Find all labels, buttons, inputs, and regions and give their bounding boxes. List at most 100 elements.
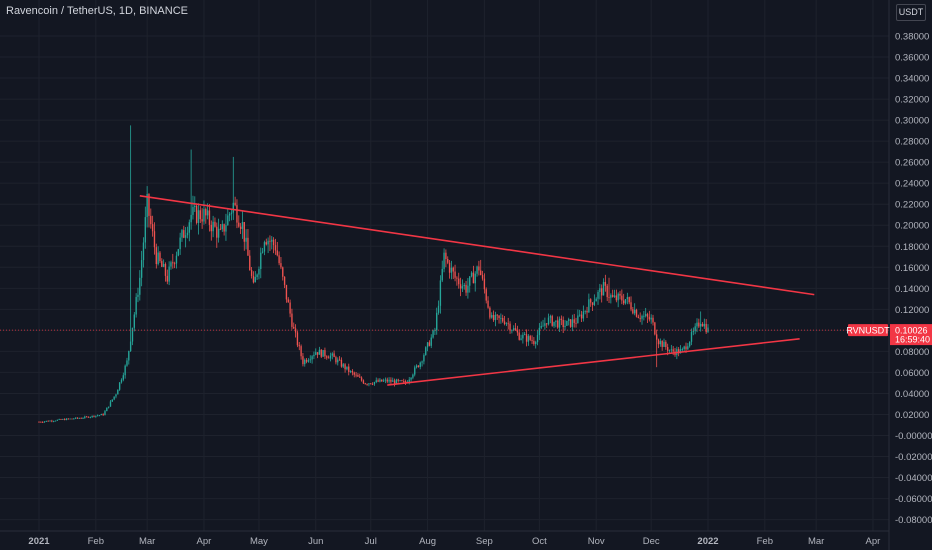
candle-body: [698, 322, 700, 327]
candle-body: [692, 331, 695, 333]
price-tick-label: 0.24000: [895, 179, 929, 190]
candle-body: [421, 361, 423, 363]
candle-body: [342, 364, 344, 367]
candle-body: [203, 208, 205, 222]
candle-body: [170, 262, 172, 267]
candle-body: [483, 278, 486, 290]
price-tick-label: 0.12000: [895, 305, 929, 316]
candle-body: [49, 420, 51, 422]
candle-body: [392, 380, 394, 382]
candle-body: [65, 418, 68, 421]
candle-body: [657, 339, 660, 345]
candle-body: [38, 421, 40, 423]
candle-body: [335, 357, 337, 363]
candle-body: [43, 421, 46, 423]
time-tick-label: Sep: [476, 536, 493, 547]
candle-body: [128, 350, 130, 361]
candle-body: [613, 295, 616, 297]
candle-body: [670, 349, 673, 351]
candle-body: [571, 319, 574, 327]
candle-body: [404, 381, 407, 384]
candle-body: [562, 319, 564, 328]
candle-body: [456, 277, 458, 279]
candle-body: [478, 266, 480, 271]
candle-body: [313, 354, 315, 357]
candle-body: [236, 205, 238, 223]
candle-body: [93, 415, 95, 417]
candle-body: [522, 334, 524, 339]
candle-body: [646, 314, 649, 317]
candle-body: [410, 377, 412, 380]
candle-body: [412, 374, 414, 378]
candle-body: [272, 239, 275, 246]
candle-body: [216, 226, 218, 238]
time-axis[interactable]: 2021 Feb Mar Apr May Jun Jul Aug Sep Oct Nov Dec 202…: [28, 536, 880, 547]
candle-body: [142, 242, 145, 261]
candle-body: [575, 322, 577, 324]
candle-body: [56, 419, 59, 421]
candle-body: [80, 418, 82, 419]
candle-body: [45, 420, 48, 422]
candle-body: [311, 356, 313, 360]
candle-body: [309, 359, 311, 361]
candle-body: [582, 311, 585, 319]
candle-body: [597, 291, 599, 299]
price-tick-label: -0.04000: [895, 473, 932, 484]
candle-body: [436, 312, 438, 331]
candle-body: [463, 284, 465, 287]
price-tick-label: -0.00000: [895, 431, 932, 442]
candle-body: [267, 240, 269, 245]
candle-body: [415, 365, 418, 368]
candle-body: [705, 323, 707, 333]
candle-body: [573, 319, 575, 323]
candle-body: [555, 320, 557, 322]
price-tick-label: 0.08000: [895, 347, 929, 358]
trendlines[interactable]: [139, 195, 815, 386]
symbol-tag: [848, 324, 888, 337]
candle-body: [318, 349, 321, 355]
candle-body: [668, 350, 671, 351]
candle-body: [599, 288, 601, 292]
candle-body: [107, 406, 110, 408]
candle-body: [183, 230, 185, 238]
candle-body: [98, 415, 101, 416]
candle-body: [553, 321, 555, 326]
trendline-lower[interactable]: [387, 337, 800, 386]
candle-body: [368, 383, 370, 385]
candle-body: [100, 414, 103, 416]
candle-body: [87, 416, 90, 418]
candle-body: [540, 325, 542, 328]
candle-body: [278, 255, 280, 264]
candle-body: [681, 349, 684, 350]
candle-body: [58, 419, 60, 420]
candle-body: [496, 314, 498, 316]
candle-body: [386, 379, 388, 382]
candle-body: [129, 341, 132, 351]
candle-body: [445, 252, 447, 260]
candle-body: [428, 342, 431, 346]
candle-body: [535, 342, 537, 344]
candle-body: [513, 328, 515, 331]
candle-body: [568, 319, 570, 321]
candle-body: [331, 353, 333, 356]
candle-body: [621, 295, 623, 301]
candle-body: [355, 374, 357, 376]
candle-body: [139, 277, 141, 295]
candle-body: [214, 221, 216, 227]
currency-selector-button[interactable]: USDT: [896, 4, 926, 21]
time-tick-label: Mar: [808, 536, 824, 547]
trendline-upper[interactable]: [139, 195, 815, 296]
candle-body: [338, 359, 341, 361]
candle-body: [511, 330, 513, 331]
candle-body: [502, 317, 504, 322]
candle-body: [159, 252, 161, 262]
candle-body: [296, 332, 299, 346]
candle-body: [494, 314, 497, 321]
candle-body: [390, 379, 392, 382]
candle-body: [195, 205, 198, 223]
candle-body: [230, 212, 233, 214]
time-tick-label: Apr: [197, 536, 212, 547]
candle-body: [558, 318, 561, 328]
time-tick-label: Nov: [588, 536, 605, 547]
